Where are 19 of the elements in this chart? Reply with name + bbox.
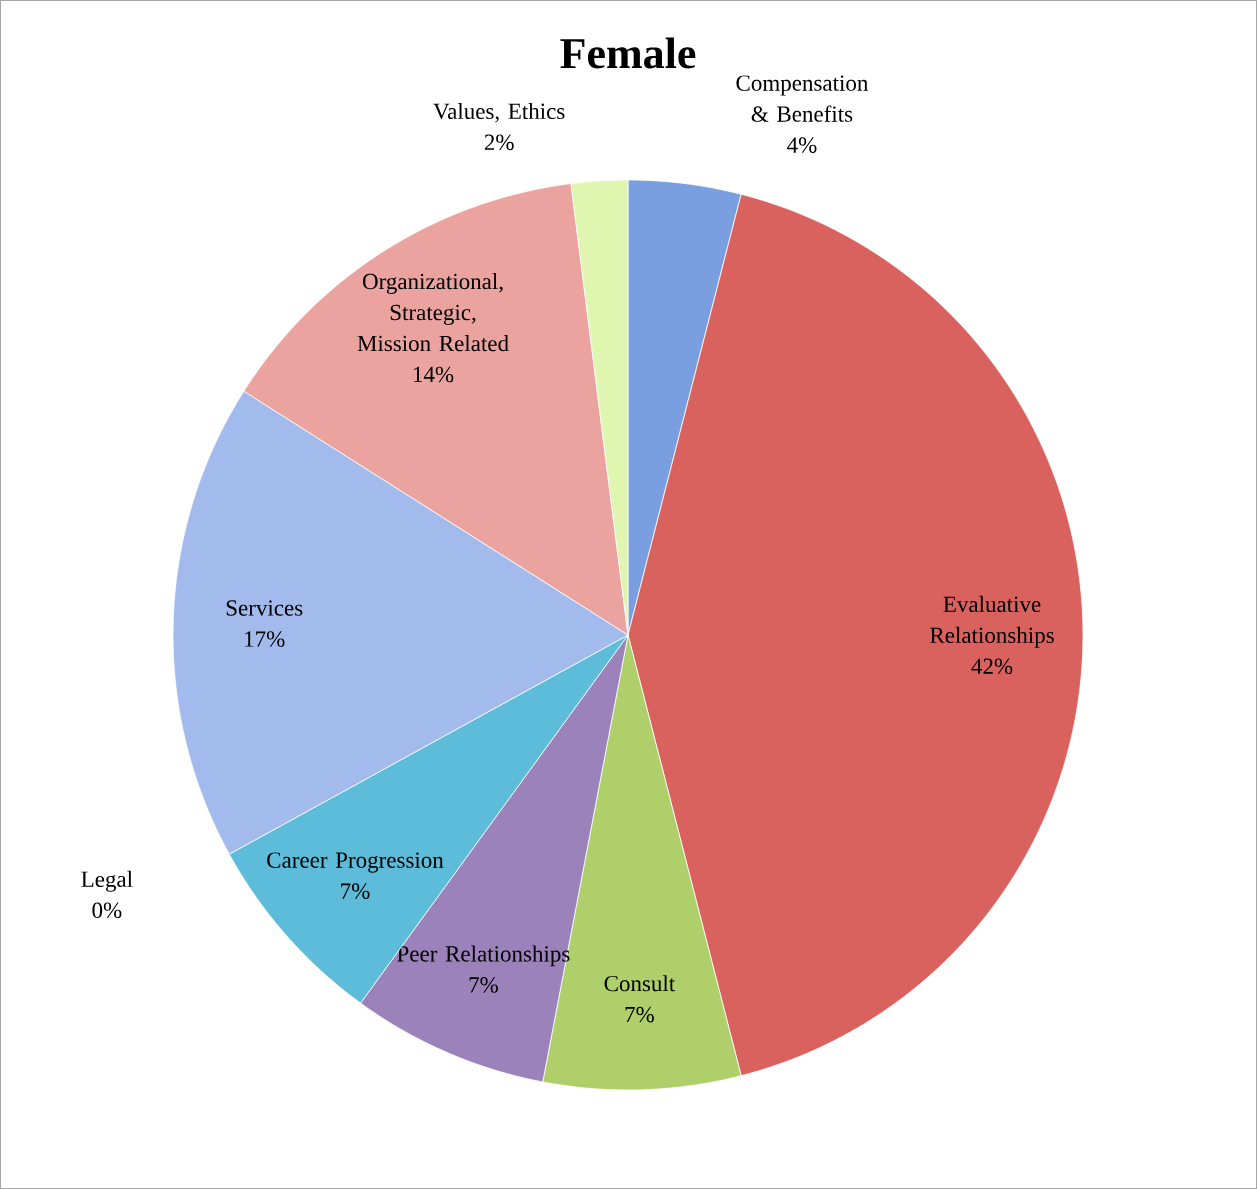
slice-label: Compensation & Benefits — [736, 75, 869, 122]
data-label: 2% — [484, 134, 514, 151]
slice-label: Values, Ethics — [433, 102, 565, 123]
data-label: 17% — [245, 631, 285, 647]
data-label: 7% — [469, 977, 498, 993]
chart-title: Female — [560, 37, 696, 69]
data-label: 4% — [787, 137, 817, 153]
data-label: 7% — [341, 883, 370, 899]
slice-label: Consult — [604, 975, 676, 992]
text: 0% — [92, 902, 122, 919]
category-label: Legal — [81, 870, 133, 892]
slice-label: Organizational, Strategic, Mission Related — [357, 273, 509, 352]
slice-label: Peer Relationships — [397, 945, 570, 967]
data-label: 7% — [625, 1006, 654, 1023]
slice-label: Career Progression — [267, 852, 444, 873]
data-label: 14% — [413, 366, 454, 383]
slice-label: Evaluative Relationships — [930, 595, 1054, 648]
data-label: 42% — [971, 658, 1013, 675]
slice-label: Services — [226, 600, 303, 616]
